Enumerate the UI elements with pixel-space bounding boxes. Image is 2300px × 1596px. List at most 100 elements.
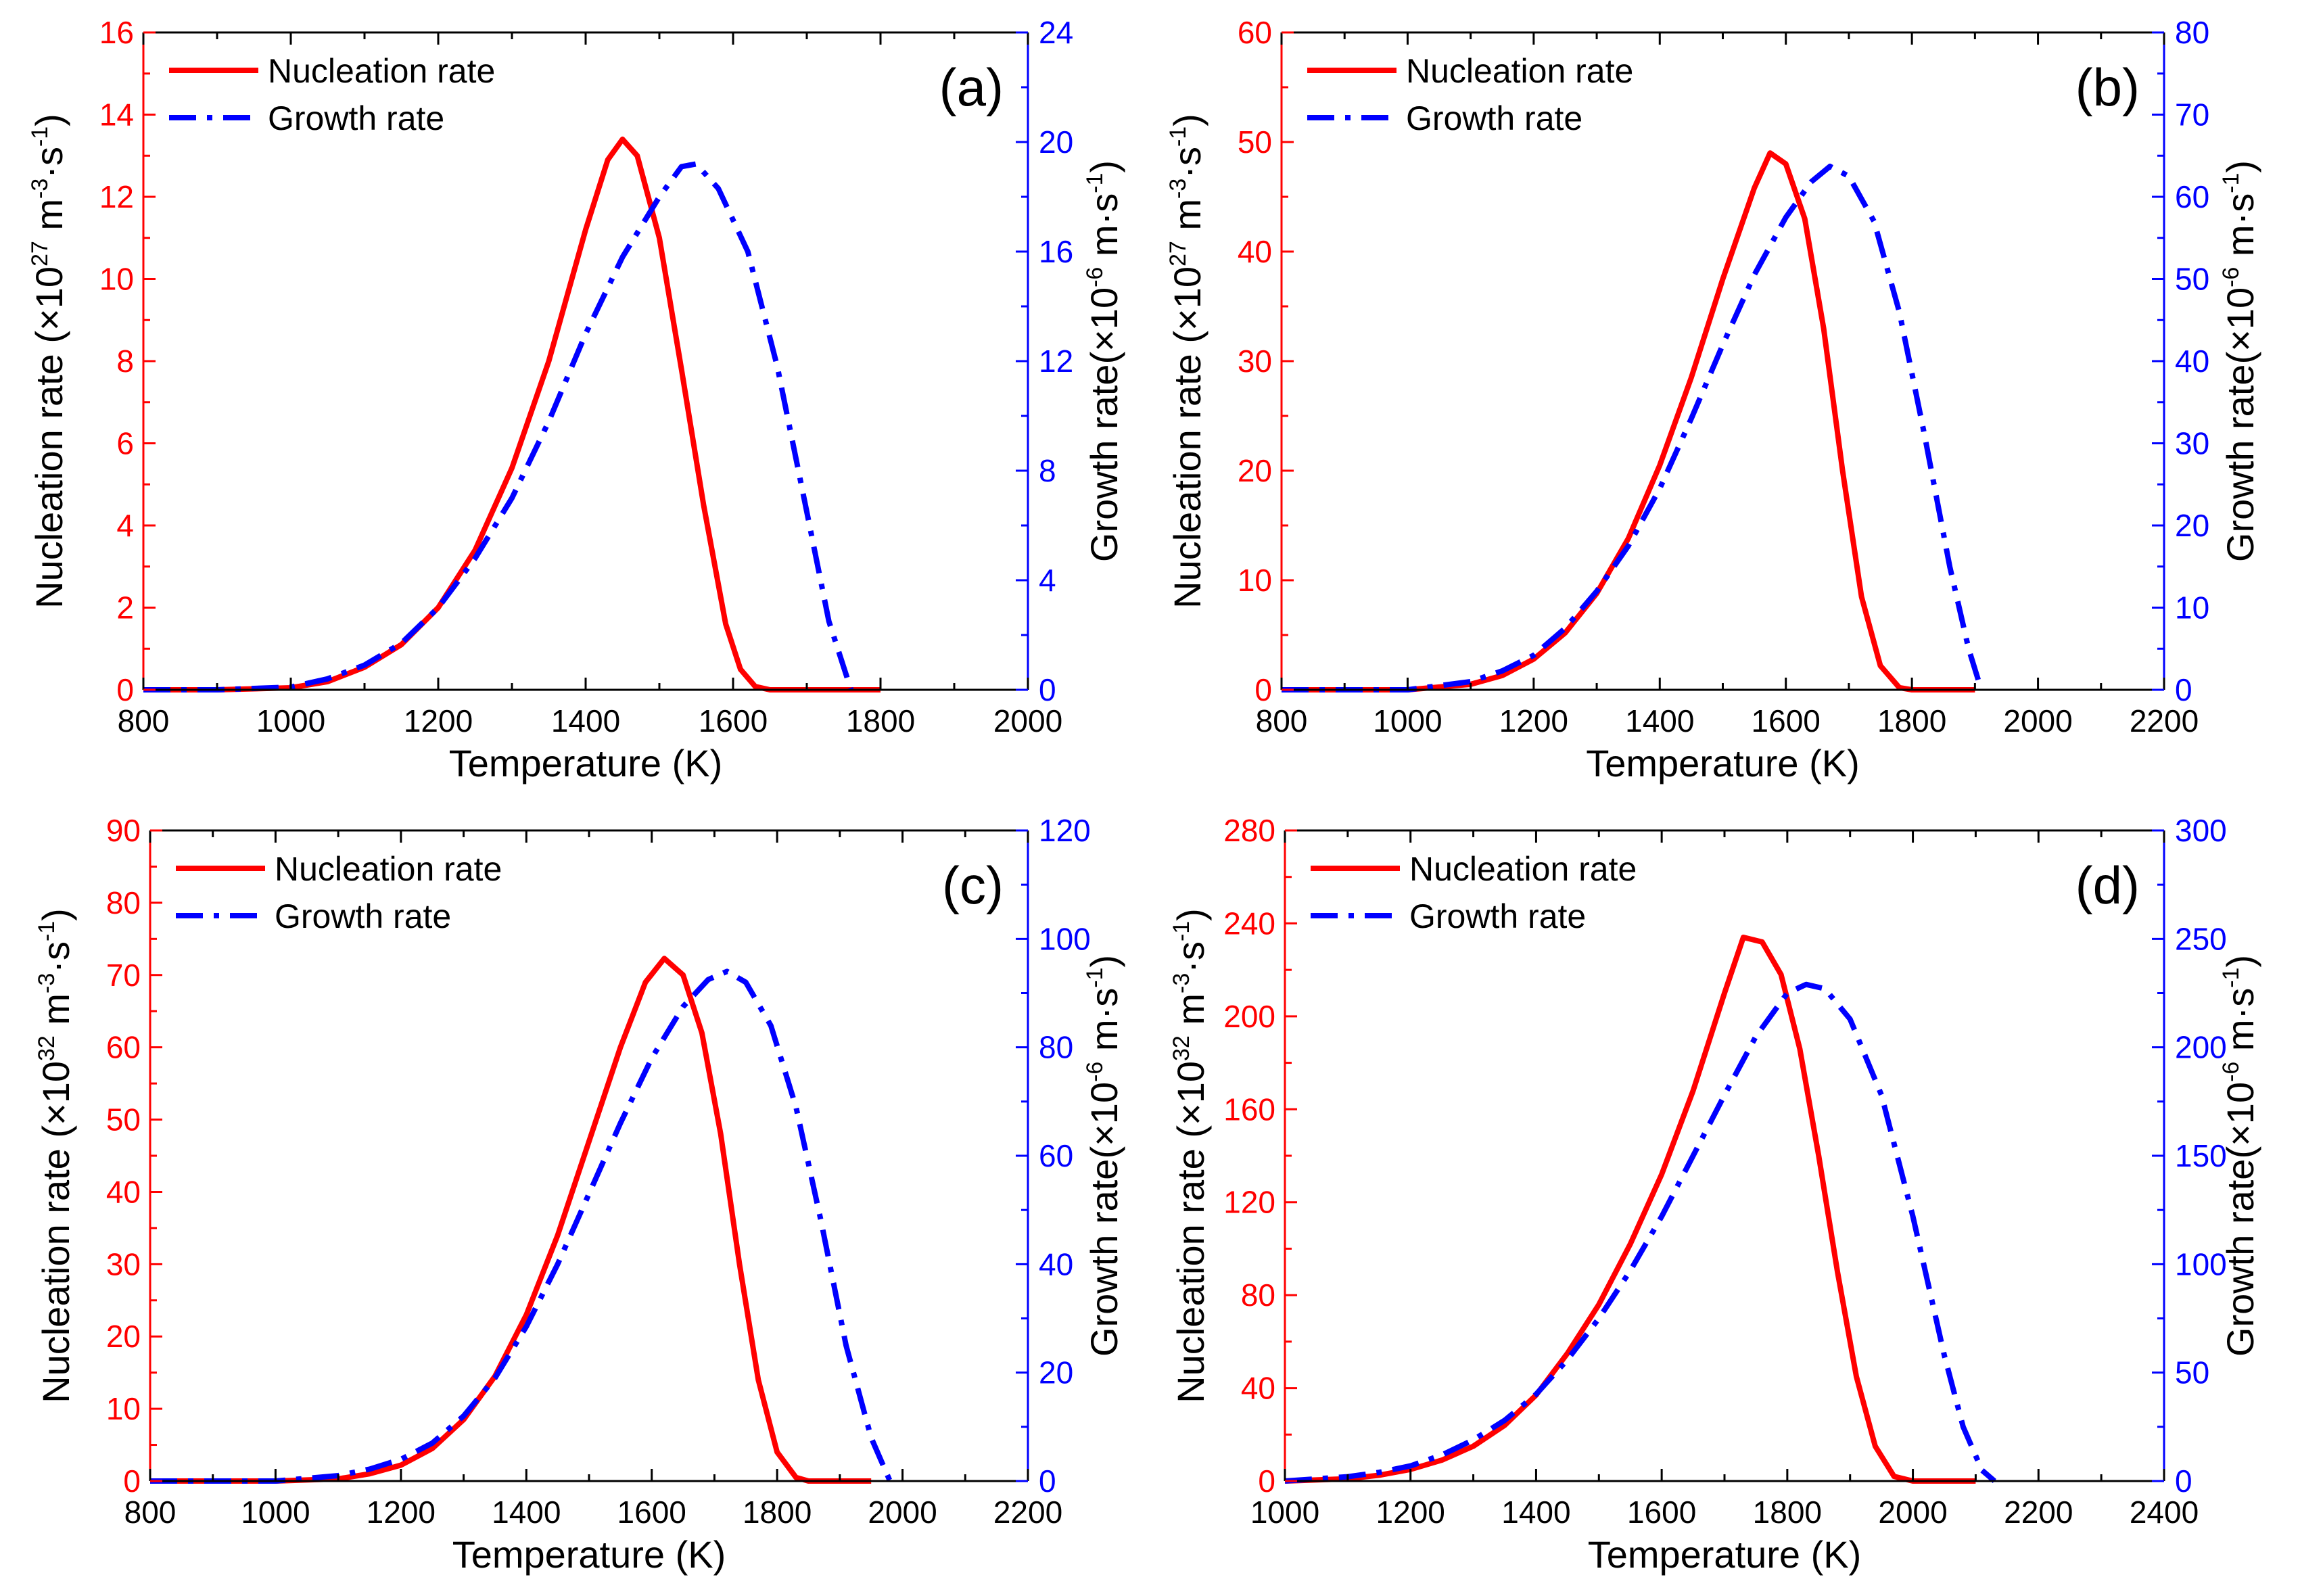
y-left-tick-label: 240	[1223, 906, 1275, 941]
y-left-tick-label: 120	[1223, 1185, 1275, 1220]
y-left-tick-label: 80	[1241, 1277, 1275, 1313]
x-tick-label: 1000	[1250, 1495, 1319, 1530]
y-left-title-part: Nucleation rate (×10	[1166, 266, 1208, 609]
y-right-tick-label: 80	[2175, 15, 2209, 50]
y-left-title-part: Nucleation rate (×10	[1169, 1061, 1212, 1403]
y-left-title-part: Nucleation rate (×10	[34, 1061, 77, 1403]
y-left-title-part: -3	[27, 179, 53, 199]
y-left-axis-title: Nucleation rate (×1032 m-3·s-1)	[34, 908, 77, 1403]
y-left-title-part: -1	[1169, 921, 1194, 941]
x-tick-label: 1000	[241, 1495, 310, 1530]
y-right-tick-label: 80	[1039, 1030, 1073, 1065]
y-left-tick-label: 20	[106, 1319, 141, 1354]
y-right-tick-label: 100	[2175, 1246, 2227, 1282]
panel-1: 800 1000 1200 1400 1600 1800 20000246810121416…	[27, 15, 1125, 784]
y-left-title-part: ·s	[1169, 941, 1212, 973]
y-right-title-part: )	[1083, 955, 1125, 968]
y-right-tick-label: 120	[1039, 813, 1091, 848]
x-tick-label: 1600	[617, 1495, 686, 1530]
growth-rate-line	[1284, 981, 1996, 1484]
y-left-tick-label: 60	[106, 1030, 141, 1065]
y-left-tick-label: 20	[1238, 453, 1272, 488]
y-right-title-part: -1	[1082, 968, 1108, 988]
y-left-title-part: -3	[1169, 973, 1194, 993]
y-left-tick-label: 70	[106, 958, 141, 993]
y-left-title-part: ·s	[1166, 147, 1208, 179]
legend-nucleation-label: Nucleation rate	[1406, 52, 1633, 90]
y-right-axis-title: Growth rate(×10-6 m·s-1)	[1082, 955, 1125, 1357]
y-left-title-part: -1	[1165, 126, 1191, 147]
y-right-title-part: -6	[2218, 267, 2244, 287]
legend-growth-label: Growth rate	[1406, 99, 1582, 137]
y-left-axis-title: Nucleation rate (×1027 m-3·s-1)	[1165, 114, 1208, 609]
y-left-tick-label: 40	[1241, 1371, 1275, 1406]
y-left-axis-title: Nucleation rate (×1027 m-3·s-1)	[27, 114, 70, 609]
y-left-title-part: m	[34, 993, 77, 1035]
y-left-tick-label: 6	[116, 426, 134, 461]
y-left-title-part: m	[1166, 199, 1208, 241]
x-tick-label: 2400	[2130, 1495, 2199, 1530]
x-tick-label: 1800	[846, 703, 915, 738]
panel-3: 800 1000 1200 1400 1600 1800 2000 2200010203040…	[34, 813, 1125, 1576]
legend-growth-label: Growth rate	[275, 897, 451, 935]
x-tick-label: 1800	[743, 1495, 812, 1530]
x-axis-title: Temperature (K)	[449, 742, 723, 784]
x-tick-label: 1600	[1627, 1495, 1696, 1530]
y-right-tick-label: 50	[2175, 262, 2209, 297]
growth-rate-line	[1282, 164, 1984, 693]
y-left-tick-label: 200	[1223, 999, 1275, 1034]
y-left-tick-label: 280	[1223, 813, 1275, 848]
legend-nucleation-label: Nucleation rate	[275, 850, 502, 888]
x-tick-label: 2000	[993, 703, 1062, 738]
y-right-tick-label: 40	[2175, 344, 2209, 379]
y-right-tick-label: 40	[1039, 1246, 1073, 1282]
y-left-tick-label: 50	[106, 1102, 141, 1137]
panel-2: 800 1000 1200 1400 1600 1800 2000 2200010203040…	[1165, 15, 2261, 784]
y-right-tick-label: 150	[2175, 1138, 2227, 1173]
y-right-title-part: )	[2219, 955, 2261, 968]
y-left-tick-label: 50	[1238, 124, 1272, 160]
y-left-title-part: -3	[1165, 179, 1191, 199]
nucleation-rate-line	[1284, 935, 1976, 1484]
legend-nucleation-label: Nucleation rate	[1409, 850, 1637, 888]
y-right-tick-label: 16	[1039, 234, 1073, 269]
y-left-tick-label: 8	[116, 344, 134, 379]
y-left-title-part: )	[28, 114, 70, 126]
y-left-title-part: 27	[1165, 241, 1191, 266]
y-right-title-part: -1	[2218, 968, 2244, 988]
nucleation-rate-line	[150, 956, 872, 1484]
x-tick-label: 2000	[1878, 1495, 1947, 1530]
y-left-tick-label: 0	[123, 1463, 141, 1499]
y-right-title-part: )	[2219, 160, 2261, 173]
y-left-title-part: m	[1169, 993, 1212, 1035]
nucleation-rate-line	[143, 136, 881, 693]
y-right-tick-label: 250	[2175, 921, 2227, 956]
x-tick-label: 2200	[993, 1495, 1062, 1530]
y-right-tick-label: 60	[2175, 179, 2209, 214]
y-right-tick-label: 70	[2175, 97, 2209, 133]
x-tick-label: 800	[118, 703, 170, 738]
x-tick-label: 1800	[1877, 703, 1946, 738]
y-left-title-part: -1	[27, 126, 53, 147]
growth-rate-line	[150, 968, 893, 1484]
y-left-title-part: 32	[1169, 1035, 1194, 1061]
y-right-tick-label: 4	[1039, 563, 1056, 598]
y-left-tick-label: 0	[116, 672, 134, 707]
x-axis-title: Temperature (K)	[452, 1533, 726, 1576]
x-tick-label: 1400	[1625, 703, 1694, 738]
y-left-tick-label: 10	[106, 1391, 141, 1426]
y-left-title-part: 27	[27, 241, 53, 266]
x-tick-label: 1400	[551, 703, 620, 738]
y-left-title-part: Nucleation rate (×10	[28, 266, 70, 609]
y-left-title-part: )	[34, 908, 77, 921]
x-tick-label: 1200	[1376, 1495, 1445, 1530]
y-left-tick-label: 80	[106, 885, 141, 920]
y-left-tick-label: 40	[106, 1174, 141, 1209]
x-tick-label: 1200	[404, 703, 473, 738]
panel-label: (d)	[2075, 855, 2140, 915]
panel-label: (b)	[2075, 57, 2140, 117]
x-tick-label: 1200	[1499, 703, 1568, 738]
y-right-tick-label: 10	[2175, 590, 2209, 626]
y-left-title-part: ·s	[34, 941, 77, 973]
